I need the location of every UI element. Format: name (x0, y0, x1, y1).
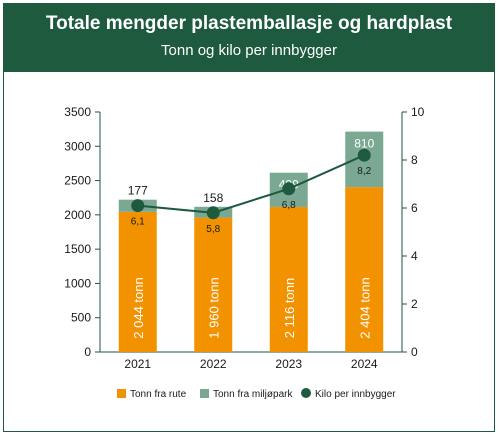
line-kilo (137, 154, 365, 214)
x-tick-label: 2022 (200, 357, 227, 371)
y-tick-label: 1000 (64, 276, 91, 290)
x-tick-label: 2023 (275, 357, 302, 371)
data-label-rute: 2 404 tonn (357, 277, 372, 338)
data-label-miljopark: 177 (128, 184, 148, 198)
y-tick-label: 500 (71, 311, 91, 325)
y-tick-label: 3000 (64, 139, 91, 153)
data-label-kilo: 6,1 (131, 217, 145, 228)
y2-tick-label: 10 (411, 105, 425, 119)
y-tick-label: 1500 (64, 242, 91, 256)
data-label-miljopark: 158 (203, 191, 223, 205)
legend-swatch-miljopark (200, 389, 209, 398)
bar-rute (194, 217, 233, 352)
bar-rute (345, 187, 384, 352)
legend-swatch-rute (117, 389, 126, 398)
point-kilo (206, 206, 220, 220)
y2-tick-label: 0 (411, 345, 418, 359)
y-tick-label: 0 (84, 345, 91, 359)
y-tick-label: 3500 (64, 105, 91, 119)
x-tick-label: 2021 (124, 357, 151, 371)
legend-label-miljopark: Tonn fra miljøpark (213, 389, 293, 400)
chart-subtitle: Tonn og kilo per innbygger (161, 42, 337, 59)
x-tick-label: 2024 (351, 357, 378, 371)
y2-tick-label: 8 (411, 153, 418, 167)
point-kilo (357, 148, 371, 162)
y2-tick-label: 6 (411, 201, 418, 215)
data-label-kilo: 5,8 (206, 224, 220, 235)
legend-label-rute: Tonn fra rute (130, 389, 187, 400)
bar-rute (118, 211, 157, 352)
chart-title: Totale mengder plastemballasje og hardpl… (45, 13, 453, 34)
data-label-rute: 2 116 tonn (282, 278, 297, 338)
y2-tick-label: 2 (411, 297, 418, 311)
y-tick-label: 2500 (64, 174, 91, 188)
legend-label-kilo: Kilo per innbygger (315, 389, 396, 400)
data-label-kilo: 6,8 (282, 200, 296, 211)
chart-frame: Totale mengder plastemballasje og hardpl… (3, 3, 495, 432)
point-kilo (131, 199, 145, 213)
legend-swatch-kilo (301, 388, 311, 398)
data-label-rute: 1 960 tonn (206, 277, 221, 338)
data-label-rute: 2 044 tonn (131, 277, 146, 338)
chart-header: Totale mengder plastemballasje og hardpl… (4, 4, 494, 72)
data-label-kilo: 8,2 (357, 166, 371, 177)
data-label-miljopark: 810 (354, 137, 374, 151)
point-kilo (282, 182, 296, 196)
bar-rute (269, 206, 308, 352)
y-tick-label: 2000 (64, 208, 91, 222)
y2-tick-label: 4 (411, 249, 418, 263)
